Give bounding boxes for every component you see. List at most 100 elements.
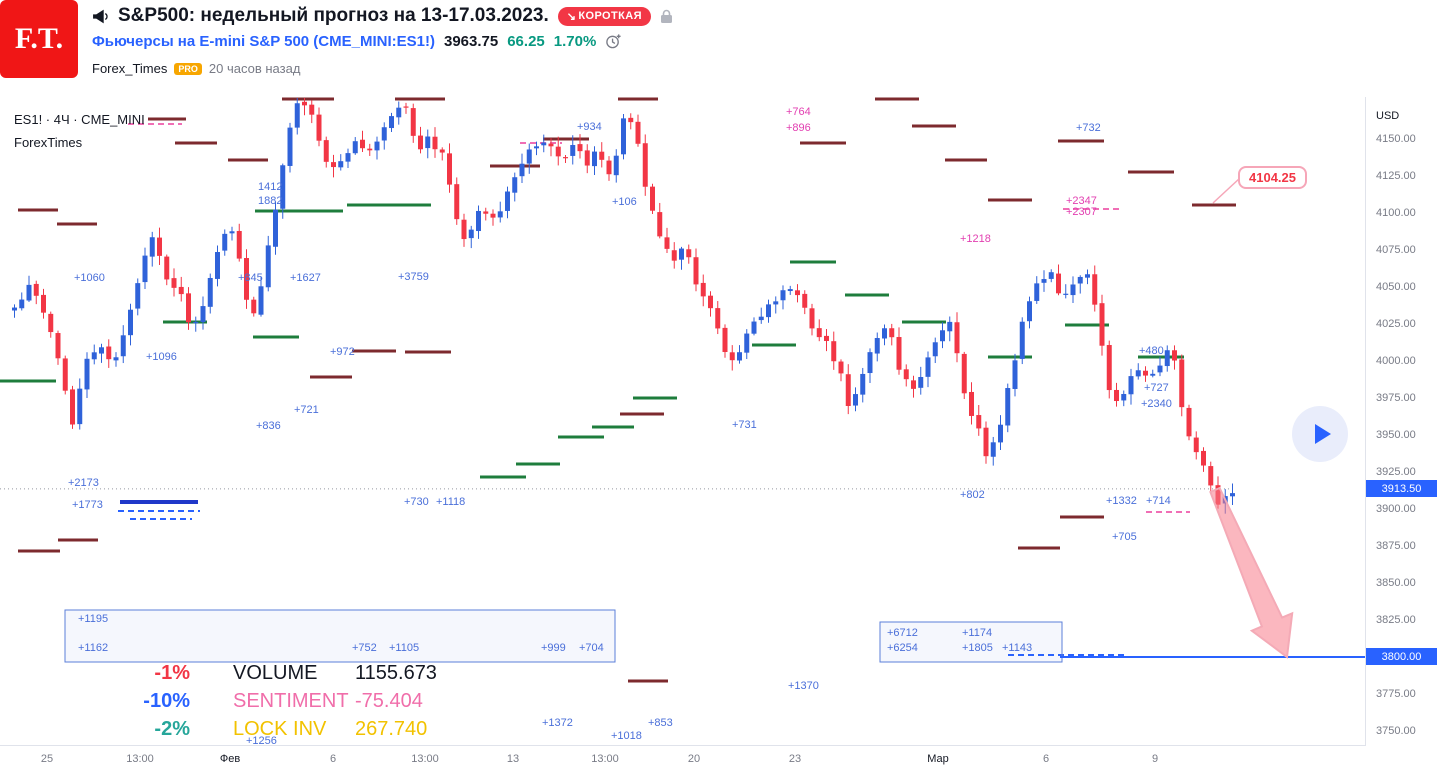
play-icon [1315, 424, 1331, 444]
time-tick: 6 [1042, 753, 1050, 765]
price-annotation: +1060 [74, 272, 105, 284]
price-annotation: +732 [1076, 122, 1101, 134]
price-annotation: +2173 [68, 477, 99, 489]
price-annotation: +1143 [1002, 642, 1033, 654]
author-name[interactable]: Forex_Times [92, 61, 168, 76]
indicator-row: -1% VOLUME 1155.673 [118, 662, 437, 690]
indicator-percent: -2% [154, 718, 190, 740]
price-annotation: +6254 [887, 642, 918, 654]
indicator-name: VOLUME [233, 662, 318, 684]
price-annotation: +714 [1146, 495, 1171, 507]
price-annotation: +896 [786, 122, 811, 134]
short-position-badge[interactable]: ↘ КОРОТКАЯ [557, 6, 651, 26]
price-annotation: +1773 [72, 499, 103, 511]
price-annotation: +730 [404, 496, 429, 508]
time-tick: 23 [788, 753, 802, 765]
price-change-percent: 1.70% [553, 33, 597, 50]
price-annotation: +1174 [962, 627, 993, 639]
price-annotation: +853 [648, 717, 673, 729]
price-annotation: +845 [238, 272, 263, 284]
price-tick: 4100.00 [1376, 206, 1416, 219]
price-annotation: +3759 [398, 271, 429, 283]
published-time: 20 часов назад [208, 61, 301, 76]
price-tick: 3975.00 [1376, 391, 1416, 404]
projection-box [64, 609, 616, 663]
price-annotation: +727 [1144, 382, 1169, 394]
short-badge-label: КОРОТКАЯ [578, 10, 642, 22]
price-tick: 3850.00 [1376, 576, 1416, 589]
price-annotation: +731 [732, 419, 757, 431]
price-tick: 4000.00 [1376, 354, 1416, 367]
chart-legend-author: ForexTimes [14, 135, 83, 151]
current-price-label: 3913.50 [1366, 480, 1437, 498]
price-annotation: +999 [541, 642, 566, 654]
price-annotation: +106 [612, 196, 637, 208]
time-axis[interactable]: 25 13:00 Фев 6 13:00 13 13:00 20 23 Мар 6 9 [0, 745, 1366, 772]
publisher-logo-text: F.T. [14, 22, 64, 55]
price-annotation: +1370 [788, 680, 819, 692]
arrow-down-right-icon: ↘ [566, 10, 577, 23]
price-annotation: +1096 [146, 351, 177, 363]
indicator-value: -75.404 [355, 690, 423, 712]
indicator-readouts: -1% VOLUME 1155.673 -10% SENTIMENT -75.404 -2%… [118, 662, 437, 746]
indicator-name: LOCK INV [233, 718, 327, 740]
price-annotation: +1018 [611, 730, 642, 742]
chart-legend-symbol[interactable]: ES1! · 4Ч · CME_MINI [14, 112, 145, 127]
idea-header: F.T. S&P500: недельный прогноз на 13-17.… [0, 0, 1437, 97]
price-tick: 4125.00 [1376, 169, 1416, 182]
indicator-value: 267.740 [355, 718, 428, 740]
price-annotation: +2307 [1066, 206, 1097, 218]
price-annotation: +1105 [389, 642, 420, 654]
price-annotation: +1218 [960, 233, 991, 245]
price-annotation: +764 [786, 106, 811, 118]
megaphone-icon [92, 8, 109, 25]
time-tick: 25 [40, 753, 54, 765]
price-tick: 3750.00 [1376, 725, 1416, 737]
indicator-percent: -10% [143, 690, 190, 712]
price-annotation: +6712 [887, 627, 918, 639]
indicator-value: 1155.673 [355, 662, 437, 684]
price-annotation: +972 [330, 346, 355, 358]
candlestick-series [12, 98, 1235, 514]
idea-title: S&P500: недельный прогноз на 13-17.03.20… [118, 5, 549, 26]
alert-clock-icon[interactable] [605, 33, 622, 50]
price-annotation: +1627 [290, 272, 321, 284]
time-tick: 6 [329, 753, 337, 765]
price-annotation: +934 [577, 121, 602, 133]
price-annotation: +1118 [436, 496, 466, 508]
indicator-percent: -1% [154, 662, 190, 684]
price-tick: 3825.00 [1376, 613, 1416, 626]
forecast-arrow[interactable] [1209, 486, 1294, 659]
lock-icon [660, 9, 673, 24]
price-annotation: +1162 [78, 642, 109, 654]
price-annotation: +2340 [1141, 398, 1172, 410]
price-annotation: +1805 [962, 642, 993, 654]
price-annotation: +1256 [246, 735, 277, 747]
play-button[interactable] [1292, 406, 1348, 462]
axis-currency-label: USD [1376, 110, 1400, 122]
price-annotation: +1195 [78, 613, 109, 625]
target-price-label: 3800.00 [1366, 648, 1437, 666]
time-tick: 20 [687, 753, 701, 765]
price-tick: 3925.00 [1376, 465, 1416, 478]
publisher-logo[interactable]: F.T. [0, 0, 78, 78]
price-annotation: 1412 [258, 181, 283, 193]
pro-badge: PRO [174, 62, 202, 75]
price-tick: 3950.00 [1376, 428, 1416, 441]
price-annotation: +721 [294, 404, 319, 416]
time-tick: 9 [1151, 753, 1159, 765]
price-annotation: 1882 [258, 195, 283, 207]
price-tick: 4075.00 [1376, 243, 1416, 256]
price-tick: 4050.00 [1376, 280, 1416, 293]
price-callout[interactable]: 4104.25 [1238, 166, 1307, 189]
price-annotation: +1332 [1106, 495, 1137, 507]
price-tick: 4150.00 [1376, 132, 1416, 145]
price-axis[interactable]: USD 4150.00 4125.00 4100.00 4075.00 4050.00 4… [1365, 97, 1437, 772]
symbol-link[interactable]: Фьючерсы на E-mini S&P 500 (CME_MINI:ES1… [92, 33, 435, 50]
time-tick: 13:00 [126, 753, 154, 765]
price-annotation: +705 [1112, 531, 1137, 543]
price-tick: 4025.00 [1376, 317, 1416, 330]
chart-legend: ES1! · 4Ч · CME_MINI ForexTimes [14, 108, 145, 155]
